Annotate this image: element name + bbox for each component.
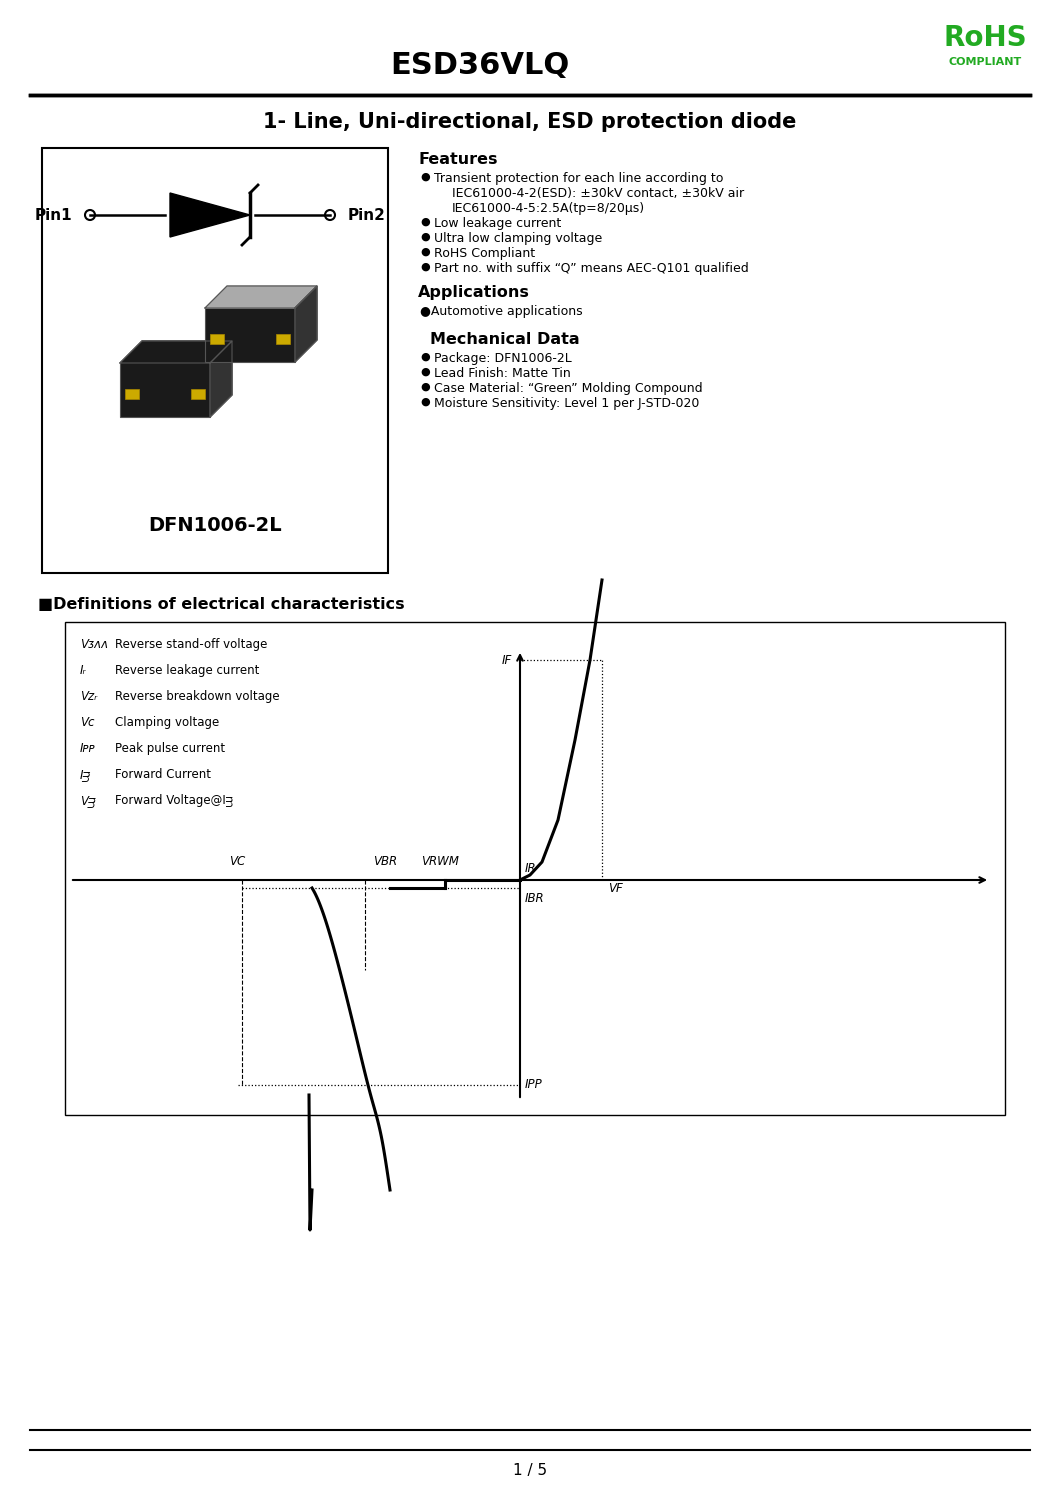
Text: Forward Current: Forward Current: [114, 767, 211, 781]
Text: Part no. with suffix “Q” means AEC-Q101 qualified: Part no. with suffix “Q” means AEC-Q101 …: [434, 262, 748, 274]
Text: VRWM: VRWM: [421, 854, 459, 868]
Text: Applications: Applications: [418, 285, 530, 300]
Text: Ultra low clamping voltage: Ultra low clamping voltage: [434, 232, 602, 244]
Bar: [120, 361, 210, 417]
Text: ESD36VLQ: ESD36VLQ: [390, 51, 569, 79]
Text: RoHS Compliant: RoHS Compliant: [434, 247, 535, 259]
Text: Reverse leakage current: Reverse leakage current: [114, 664, 260, 678]
Text: Case Material: “Green” Molding Compound: Case Material: “Green” Molding Compound: [434, 382, 703, 396]
Text: Reverse stand-off voltage: Reverse stand-off voltage: [114, 639, 267, 651]
Text: RoHS: RoHS: [943, 24, 1027, 52]
Text: ●: ●: [420, 382, 429, 393]
Text: IBR: IBR: [525, 892, 545, 905]
Polygon shape: [205, 286, 317, 307]
Text: Forward Voltage@Iᴟ: Forward Voltage@Iᴟ: [114, 794, 233, 806]
Text: IEC61000-4-2(ESD): ±30kV contact, ±30kV air: IEC61000-4-2(ESD): ±30kV contact, ±30kV …: [452, 187, 744, 199]
Text: ●: ●: [420, 247, 429, 256]
Text: IR: IR: [525, 862, 536, 875]
Bar: [65, 622, 1005, 1115]
Text: Vᴣᴧᴧ: Vᴣᴧᴧ: [80, 639, 108, 651]
Text: ●: ●: [420, 352, 429, 361]
Text: Transient protection for each line according to: Transient protection for each line accor…: [434, 172, 723, 184]
Bar: [210, 334, 224, 343]
Text: ●: ●: [420, 262, 429, 271]
Text: ●: ●: [420, 367, 429, 378]
Text: VF: VF: [608, 881, 623, 895]
Polygon shape: [295, 286, 317, 361]
Text: IPP: IPP: [525, 1078, 543, 1091]
Polygon shape: [170, 193, 250, 237]
Text: Iᴟ: Iᴟ: [80, 767, 91, 781]
Bar: [205, 307, 295, 361]
Text: Low leakage current: Low leakage current: [434, 217, 561, 229]
Text: COMPLIANT: COMPLIANT: [949, 57, 1022, 67]
Polygon shape: [210, 340, 232, 417]
Text: IEC61000-4-5:2.5A(tp=8/20μs): IEC61000-4-5:2.5A(tp=8/20μs): [452, 202, 646, 214]
Text: ●: ●: [420, 217, 429, 226]
Text: ●: ●: [420, 172, 429, 181]
Text: Iᴘᴘ: Iᴘᴘ: [80, 742, 95, 755]
Text: Reverse breakdown voltage: Reverse breakdown voltage: [114, 690, 280, 703]
Text: VC: VC: [229, 854, 245, 868]
Text: ●: ●: [420, 397, 429, 408]
Text: Clamping voltage: Clamping voltage: [114, 717, 219, 729]
Text: ●Automotive applications: ●Automotive applications: [420, 304, 583, 318]
Bar: [191, 390, 205, 399]
Text: 1 / 5: 1 / 5: [513, 1463, 547, 1478]
Text: Iᵣ: Iᵣ: [80, 664, 87, 678]
Text: Peak pulse current: Peak pulse current: [114, 742, 225, 755]
Text: Vᴄ: Vᴄ: [80, 717, 94, 729]
Text: ●: ●: [420, 232, 429, 241]
Text: Vᴟ: Vᴟ: [80, 794, 95, 806]
Text: Mechanical Data: Mechanical Data: [430, 331, 580, 346]
Polygon shape: [120, 340, 232, 363]
Text: Moisture Sensitivity: Level 1 per J-STD-020: Moisture Sensitivity: Level 1 per J-STD-…: [434, 397, 700, 411]
Text: VBR: VBR: [373, 854, 398, 868]
Text: DFN1006-2L: DFN1006-2L: [148, 516, 282, 535]
Text: Pin2: Pin2: [348, 207, 386, 222]
Text: Package: DFN1006-2L: Package: DFN1006-2L: [434, 352, 571, 364]
Text: Vᴢᵣ: Vᴢᵣ: [80, 690, 98, 703]
Text: 1- Line, Uni-directional, ESD protection diode: 1- Line, Uni-directional, ESD protection…: [263, 112, 797, 132]
Bar: [42, 148, 388, 573]
Bar: [276, 334, 290, 343]
Text: Pin1: Pin1: [34, 207, 72, 222]
Text: Lead Finish: Matte Tin: Lead Finish: Matte Tin: [434, 367, 570, 381]
Bar: [125, 390, 139, 399]
Text: Features: Features: [418, 151, 497, 166]
Text: ■Definitions of electrical characteristics: ■Definitions of electrical characteristi…: [38, 597, 405, 612]
Text: IF: IF: [501, 654, 512, 667]
